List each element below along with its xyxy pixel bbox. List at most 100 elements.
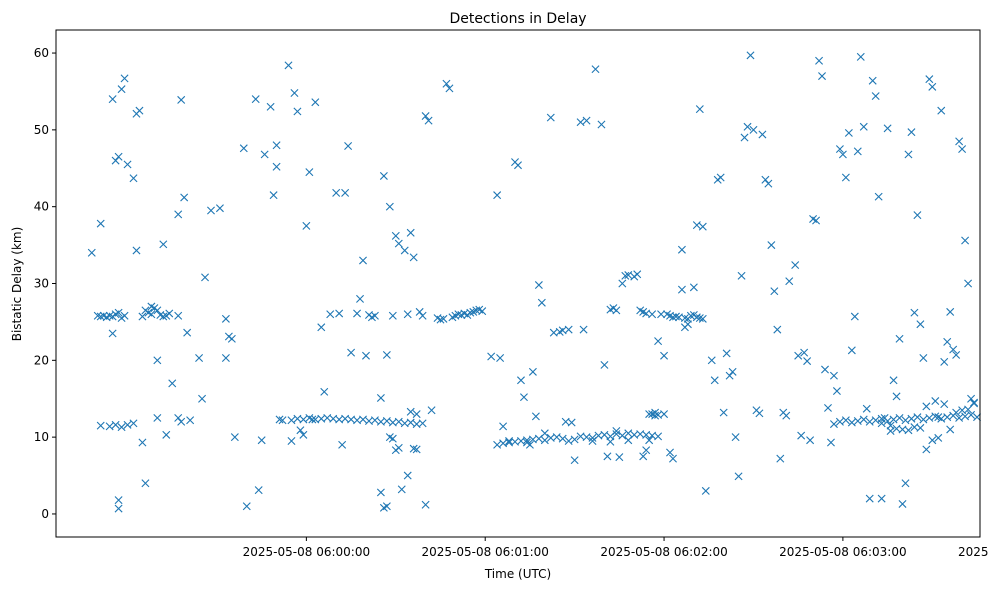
- data-point: [284, 61, 293, 70]
- data-point: [317, 323, 326, 332]
- data-point: [826, 438, 835, 447]
- data-point: [612, 427, 621, 435]
- data-point: [418, 311, 427, 320]
- data-point: [496, 354, 505, 363]
- data-point: [466, 308, 475, 317]
- data-point: [710, 376, 719, 385]
- data-point: [871, 416, 880, 425]
- data-point: [93, 311, 102, 320]
- data-point: [716, 173, 725, 182]
- data-point: [388, 434, 397, 443]
- data-point: [657, 310, 666, 319]
- data-point: [794, 351, 803, 360]
- data-point: [341, 188, 350, 197]
- x-tick-label: 2025-05-08 06:01:00: [421, 545, 548, 559]
- chart-title: Detections in Delay: [449, 11, 586, 27]
- data-point: [424, 116, 433, 125]
- data-point: [946, 425, 955, 434]
- data-point: [198, 394, 207, 403]
- data-point: [376, 488, 385, 497]
- data-point: [958, 145, 967, 154]
- data-point: [895, 413, 904, 422]
- data-point: [537, 298, 546, 307]
- data-point: [868, 76, 877, 85]
- data-point: [123, 420, 132, 429]
- data-point: [394, 443, 403, 452]
- data-point: [493, 191, 502, 200]
- data-point: [436, 315, 445, 324]
- data-point: [445, 84, 454, 93]
- data-point: [290, 89, 299, 97]
- data-point: [618, 279, 627, 288]
- data-point: [400, 246, 409, 255]
- data-point: [928, 436, 937, 445]
- data-point: [296, 426, 305, 435]
- data-point: [770, 287, 779, 296]
- data-point: [785, 277, 794, 286]
- data-point: [859, 415, 868, 424]
- data-point: [230, 433, 239, 442]
- data-point: [782, 411, 791, 420]
- data-point: [841, 173, 850, 182]
- data-point: [591, 65, 600, 74]
- data-point: [597, 120, 606, 129]
- data-point: [877, 494, 886, 503]
- data-point: [943, 413, 952, 422]
- data-point: [528, 367, 537, 376]
- data-point: [186, 416, 195, 425]
- data-points: [87, 51, 982, 513]
- data-point: [394, 417, 403, 426]
- data-point: [487, 352, 496, 361]
- data-point: [370, 416, 379, 425]
- y-tick-label: 0: [41, 507, 49, 521]
- data-point: [287, 416, 296, 425]
- data-point: [266, 102, 275, 111]
- y-tick-label: 20: [34, 353, 49, 367]
- data-point: [376, 393, 385, 402]
- data-point: [114, 152, 123, 161]
- data-point: [642, 446, 651, 455]
- data-point: [162, 430, 171, 439]
- data-point: [567, 418, 576, 427]
- data-point: [359, 415, 367, 424]
- data-point: [639, 452, 648, 461]
- data-point: [120, 311, 129, 320]
- data-point: [877, 414, 886, 423]
- data-point: [174, 311, 183, 320]
- data-point: [698, 222, 707, 231]
- data-point: [806, 436, 815, 445]
- data-point: [114, 308, 123, 317]
- data-point: [800, 348, 809, 357]
- data-point: [648, 310, 657, 319]
- data-point: [654, 432, 663, 441]
- data-point: [695, 105, 704, 114]
- data-point: [382, 417, 391, 425]
- data-point: [129, 174, 138, 183]
- data-point: [850, 312, 859, 321]
- data-point: [382, 502, 391, 511]
- data-point: [215, 204, 224, 213]
- data-point: [847, 346, 856, 355]
- data-point: [964, 405, 973, 414]
- data-point: [379, 171, 388, 180]
- data-point: [829, 371, 838, 380]
- data-point: [931, 397, 940, 406]
- data-point: [117, 85, 126, 94]
- data-point: [278, 416, 287, 425]
- data-point: [409, 253, 418, 262]
- data-point: [853, 147, 862, 156]
- data-point: [624, 436, 633, 445]
- data-point: [743, 122, 752, 131]
- data-point: [692, 313, 701, 322]
- data-point: [815, 56, 824, 65]
- data-point: [761, 175, 770, 184]
- data-point: [153, 306, 162, 315]
- data-point: [973, 413, 982, 422]
- data-point: [272, 141, 281, 150]
- data-point: [421, 500, 430, 509]
- data-point: [666, 448, 675, 457]
- data-point: [874, 192, 883, 201]
- data-point: [576, 118, 585, 127]
- data-point: [907, 128, 916, 137]
